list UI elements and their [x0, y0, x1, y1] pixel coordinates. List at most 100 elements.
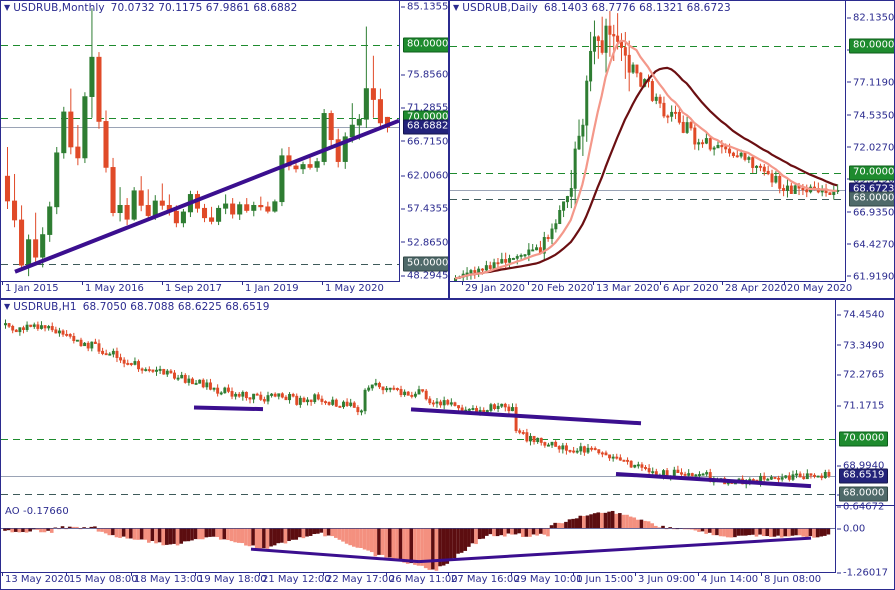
chevron-down-icon[interactable]: ▼	[4, 3, 11, 12]
time-tick-mark	[131, 572, 132, 576]
time-tick-label: 1 May 2016	[85, 283, 144, 294]
ao-price-tick: 0.00	[837, 524, 865, 535]
price-level-label[interactable]: 68.6519	[839, 468, 889, 484]
price-level-label[interactable]: 70.0000	[849, 165, 894, 181]
time-tick-mark	[462, 281, 463, 285]
time-tick-label: 1 Jan 2019	[245, 283, 299, 294]
monthly-header: ▼ USDRUB,Monthly 70.0732 70.1175 67.9861 6…	[4, 2, 297, 14]
time-tick-mark	[242, 281, 243, 285]
time-tick-mark	[448, 572, 449, 576]
time-tick-label: 28 Apr 2020	[725, 283, 787, 294]
daily-header: ▼ USDRUB,Daily 68.1403 68.7776 68.1321 68.…	[453, 2, 731, 14]
chart-usdrub-monthly[interactable]: ▼ USDRUB,Monthly 70.0732 70.1175 67.9861 6…	[0, 0, 449, 299]
daily-plot-area[interactable]	[450, 1, 894, 298]
h1-canvas	[1, 319, 836, 571]
price-level-label[interactable]: 68.0000	[839, 486, 889, 502]
daily-ohlc-values: 68.1403 68.7776 68.1321 68.6723	[544, 2, 731, 14]
h1-header: ▼ USDRUB,H1 68.7050 68.7088 68.6225 68.651…	[4, 301, 270, 313]
time-tick-mark	[386, 572, 387, 576]
h1-symbol-label: USDRUB,H1	[13, 301, 77, 313]
time-tick-label: 6 Apr 2020	[663, 283, 719, 294]
monthly-price-scale[interactable]: 85.1355 75.8560 71.2855 66.7150 62.0060 57.43…	[399, 1, 448, 298]
time-tick-mark	[259, 572, 260, 576]
time-tick-label: 1 May 2020	[325, 283, 384, 294]
price-level-label[interactable]: 50.0000	[403, 256, 448, 272]
time-tick-label: 1 Jan 2015	[5, 283, 59, 294]
monthly-symbol-label: USDRUB,Monthly	[13, 2, 105, 14]
price-tick: 75.8560	[401, 70, 448, 81]
time-tick-mark	[162, 281, 163, 285]
daily-price-scale[interactable]: 82.135079.627077.119074.535072.027069.51…	[845, 1, 894, 298]
price-tick: 48.2945	[401, 271, 448, 282]
time-tick-label: 3 Jun 09:00	[638, 574, 696, 585]
time-tick-label: 29 Jan 2020	[465, 283, 525, 294]
time-tick-label: 1 Jun 15:00	[576, 574, 634, 585]
time-tick-label: 13 Mar 2020	[596, 283, 660, 294]
ao-label-text: AO -0.17660	[5, 506, 69, 517]
time-tick-label: 20 Feb 2020	[531, 283, 594, 294]
price-tick: 71.2855	[401, 103, 448, 114]
time-tick-label: 20 May 2020	[787, 283, 853, 294]
time-tick-label: 15 May 08:00	[69, 574, 138, 585]
h1-ohlc-values: 68.7050 68.7088 68.6225 68.6519	[82, 301, 270, 313]
time-tick-mark	[593, 281, 594, 285]
time-tick-mark	[660, 281, 661, 285]
monthly-canvas	[1, 8, 400, 277]
time-tick-mark	[698, 572, 699, 576]
time-tick-label: 18 May 13:00	[134, 574, 203, 585]
daily-canvas	[450, 10, 846, 286]
monthly-plot-area[interactable]	[1, 1, 448, 298]
time-tick-mark	[82, 281, 83, 285]
time-tick-mark	[323, 572, 324, 576]
price-level-label[interactable]: 80.0000	[403, 37, 448, 53]
time-tick-mark	[511, 572, 512, 576]
time-tick-label: 13 May 2020	[5, 574, 71, 585]
time-tick-mark	[784, 281, 785, 285]
price-tick: 66.7150	[401, 136, 448, 147]
monthly-ohlc-values: 70.0732 70.1175 67.9861 68.6882	[110, 2, 298, 14]
h1-time-scale[interactable]: 13 May 2020 15 May 08:00 18 May 13:00 19 Ma…	[1, 572, 836, 589]
monthly-time-scale[interactable]: 1 Jan 2015 1 May 2016 1 Sep 2017 1 Jan 2019…	[1, 281, 400, 298]
daily-symbol-label: USDRUB,Daily	[462, 2, 538, 14]
time-tick-mark	[66, 572, 67, 576]
time-tick-mark	[2, 281, 3, 285]
chevron-down-icon[interactable]: ▼	[453, 3, 460, 12]
price-tick: 85.1355	[401, 2, 448, 13]
time-tick-label: 21 May 12:00	[262, 574, 331, 585]
price-tick: 77.1190	[847, 77, 894, 88]
time-tick-label: 26 May 11:00	[389, 574, 458, 585]
ao-price-tick: -1.26017	[837, 568, 888, 579]
time-tick-mark	[635, 572, 636, 576]
time-tick-mark	[322, 281, 323, 285]
price-tick: 62.0060	[401, 171, 448, 182]
chart-usdrub-daily[interactable]: ▼ USDRUB,Daily 68.1403 68.7776 68.1321 68.…	[449, 0, 895, 299]
time-tick-label: 1 Sep 2017	[165, 283, 223, 294]
time-tick-label: 22 May 17:00	[326, 574, 395, 585]
time-tick-label: 4 Jun 14:00	[701, 574, 759, 585]
price-level-label[interactable]: 70.0000	[839, 431, 889, 446]
price-tick: 52.8650	[401, 237, 448, 248]
price-tick: 82.1350	[847, 13, 894, 24]
h1-price-scale[interactable]: 74.454073.349072.276571.171568.994067.93…	[835, 300, 894, 517]
time-tick-label: 8 Jun 08:00	[764, 574, 822, 585]
price-tick: 61.9190	[847, 271, 894, 282]
price-tick: 74.5350	[847, 110, 894, 121]
ao-price-scale[interactable]: 0.64672 0.00 -1.26017	[835, 502, 894, 579]
price-tick: 72.2765	[837, 370, 884, 381]
chart-usdrub-h1[interactable]: ▼ USDRUB,H1 68.7050 68.7088 68.6225 68.651…	[0, 299, 895, 590]
time-tick-mark	[761, 572, 762, 576]
chevron-down-icon[interactable]: ▼	[4, 302, 11, 311]
price-level-label[interactable]: 80.0000	[849, 38, 894, 54]
time-tick-label: 27 May 16:00	[451, 574, 520, 585]
ao-indicator-label: AO -0.17660	[5, 506, 69, 517]
ao-price-tick: 0.64672	[837, 502, 884, 513]
time-tick-mark	[195, 572, 196, 576]
price-level-label[interactable]: 68.6882	[403, 119, 448, 135]
daily-time-scale[interactable]: 29 Jan 2020 20 Feb 2020 13 Mar 2020 6 Apr 2…	[450, 281, 852, 298]
h1-plot-area[interactable]	[1, 300, 894, 589]
price-level-label[interactable]: 68.0000	[849, 191, 894, 207]
price-tick: 68.9940	[837, 461, 884, 472]
time-tick-mark	[528, 281, 529, 285]
price-tick: 74.4540	[837, 310, 884, 321]
